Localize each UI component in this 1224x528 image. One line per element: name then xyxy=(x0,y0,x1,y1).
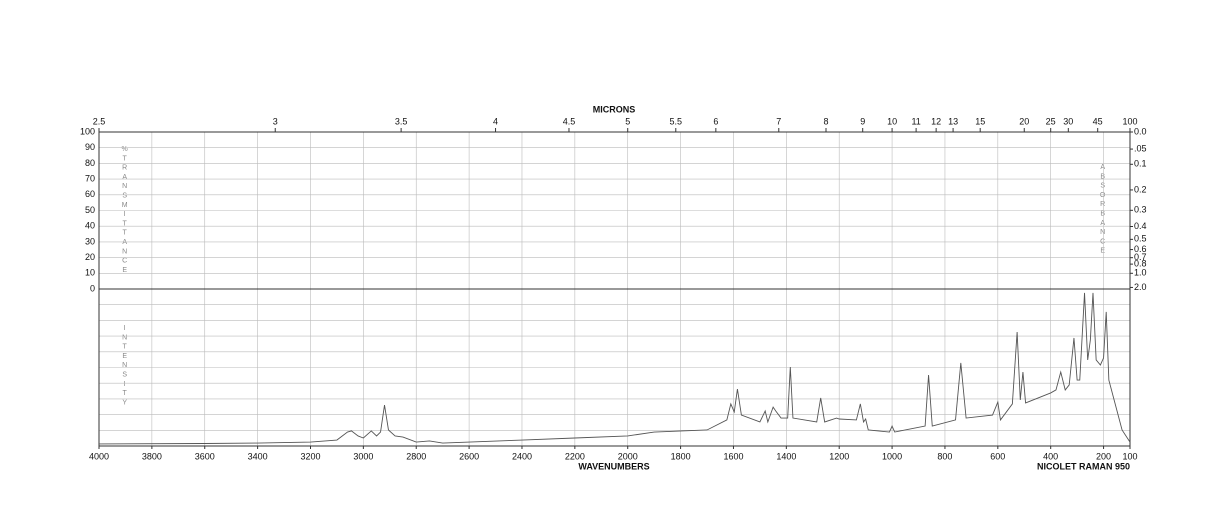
y2-tick-label: 0.8 xyxy=(1134,258,1147,268)
y-tick-label: 20 xyxy=(85,252,95,262)
x-tick-label: 1400 xyxy=(776,451,796,461)
micron-tick-label: 15 xyxy=(975,116,985,126)
y2-tick-label: 0.3 xyxy=(1134,205,1147,215)
y-axis-title: %TRANSMITTANCE xyxy=(121,146,128,276)
micron-tick-label: 5.5 xyxy=(670,116,683,126)
y2-tick-label: 1.0 xyxy=(1134,268,1147,278)
micron-tick-label: 3 xyxy=(273,116,278,126)
lower-panel-title: INTENSITY xyxy=(121,325,128,409)
y2-tick-label: 0.6 xyxy=(1134,244,1147,254)
x-axis-title: WAVENUMBERS xyxy=(578,461,649,471)
top-axis-title: MICRONS xyxy=(593,104,636,114)
x-tick-label: 3800 xyxy=(142,451,162,461)
y-tick-label: 10 xyxy=(85,268,95,278)
x-tick-label: 200 xyxy=(1096,451,1111,461)
x-tick-label: 2000 xyxy=(618,451,638,461)
x-tick-label: 2400 xyxy=(512,451,532,461)
y2-tick-label: 0.7 xyxy=(1134,252,1147,262)
micron-tick-label: 3.5 xyxy=(395,116,408,126)
x-tick-label: 800 xyxy=(937,451,952,461)
x-tick-label: 2800 xyxy=(406,451,426,461)
x-tick-label: 3400 xyxy=(248,451,268,461)
x-tick-label: 3200 xyxy=(300,451,320,461)
y2-tick-label: .05 xyxy=(1134,143,1147,153)
spectrum-line xyxy=(98,292,1131,445)
y-tick-label: 0 xyxy=(90,283,95,293)
y2-tick-label: 0.1 xyxy=(1134,159,1147,169)
micron-tick-label: 20 xyxy=(1019,116,1029,126)
y-tick-label: 50 xyxy=(85,205,95,215)
micron-tick-label: 100 xyxy=(1122,116,1137,126)
x-tick-label: 600 xyxy=(990,451,1005,461)
micron-tick-label: 8 xyxy=(823,116,828,126)
x-tick-label: 2600 xyxy=(459,451,479,461)
micron-tick-label: 7 xyxy=(776,116,781,126)
x-tick-label: 3000 xyxy=(353,451,373,461)
micron-tick-label: 4.5 xyxy=(563,116,576,126)
micron-tick-label: 6 xyxy=(713,116,718,126)
y2-tick-label: 0.4 xyxy=(1134,221,1147,231)
y-tick-label: 30 xyxy=(85,236,95,246)
micron-tick-label: 9 xyxy=(860,116,865,126)
x-tick-label: 400 xyxy=(1043,451,1058,461)
micron-tick-label: 5 xyxy=(625,116,630,126)
x-tick-label: 100 xyxy=(1122,451,1137,461)
instrument-label: NICOLET RAMAN 950 xyxy=(1037,461,1130,471)
x-tick-label: 4000 xyxy=(89,451,109,461)
y-tick-label: 100 xyxy=(80,126,95,136)
micron-tick-label: 2.5 xyxy=(93,116,106,126)
x-tick-label: 2200 xyxy=(565,451,585,461)
micron-tick-label: 13 xyxy=(948,116,958,126)
y-tick-label: 40 xyxy=(85,221,95,231)
y-tick-label: 90 xyxy=(85,142,95,152)
micron-tick-label: 10 xyxy=(887,116,897,126)
x-tick-label: 1000 xyxy=(882,451,902,461)
micron-tick-label: 45 xyxy=(1093,116,1103,126)
x-tick-label: 1200 xyxy=(829,451,849,461)
micron-tick-label: 25 xyxy=(1046,116,1056,126)
y2-tick-label: 0.0 xyxy=(1134,126,1147,136)
y-tick-label: 80 xyxy=(85,158,95,168)
y2-tick-label: 0.2 xyxy=(1134,184,1147,194)
y2-tick-label: 0.5 xyxy=(1134,234,1147,244)
y-tick-label: 70 xyxy=(85,173,95,183)
x-tick-label: 3600 xyxy=(195,451,215,461)
micron-tick-label: 4 xyxy=(493,116,498,126)
x-tick-label: 1600 xyxy=(723,451,743,461)
micron-tick-label: 30 xyxy=(1063,116,1073,126)
micron-tick-label: 11 xyxy=(911,116,920,126)
micron-tick-label: 12 xyxy=(931,116,941,126)
y-tick-label: 60 xyxy=(85,189,95,199)
y2-tick-label: 2.0 xyxy=(1134,282,1147,292)
x-tick-label: 1800 xyxy=(671,451,691,461)
